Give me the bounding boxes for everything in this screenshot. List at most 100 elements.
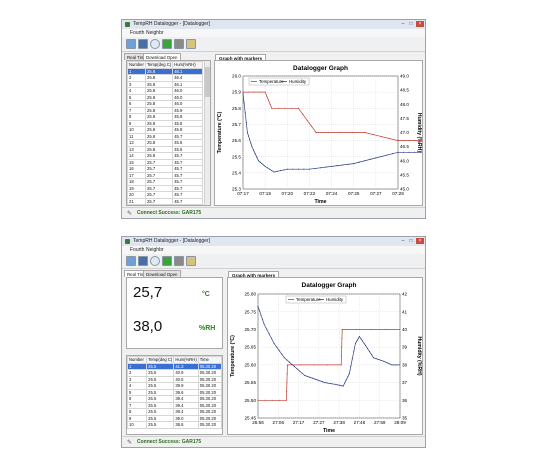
refresh-icon[interactable] (150, 256, 160, 266)
table-row[interactable]: 2 25.8 46.4 (127, 74, 204, 82)
table-row[interactable]: 4 25.8 46.0 (127, 87, 204, 95)
table-cell: 45.9 (172, 106, 204, 114)
data-point-humidity (256, 156, 258, 158)
table-row[interactable]: 1 25.5 41.3 05.30.20 (127, 362, 222, 370)
save-icon[interactable] (138, 256, 148, 266)
column-header[interactable]: Number (127, 356, 148, 364)
table-row[interactable]: 10 25.5 38.6 05.30.20 (127, 421, 222, 429)
data-point-humidity (273, 171, 275, 173)
data-point-humidity (288, 361, 290, 363)
menu-item-fourth[interactable]: Fourth (130, 30, 145, 36)
tab-download-open[interactable]: Download Open (143, 53, 181, 60)
table-cell: 46.1 (172, 67, 204, 75)
data-point-temperature (271, 107, 273, 109)
data-point-humidity (292, 168, 294, 170)
data-point-humidity (259, 161, 261, 163)
maximize-icon[interactable]: □ (409, 21, 413, 27)
tab-download-open[interactable]: Download Open (143, 270, 181, 277)
data-point-temperature (297, 107, 299, 109)
table-row[interactable]: 8 25.5 39.4 05.30.20 (127, 408, 222, 416)
scrollbar-thumb[interactable] (205, 67, 210, 97)
data-point-humidity (342, 385, 344, 387)
settings-icon[interactable] (174, 256, 184, 266)
x-tick-label: 27:17 (293, 420, 305, 425)
window-title: TempRH Datalogger - [Datalogger] (133, 21, 210, 27)
data-point-temperature (311, 125, 313, 127)
data-point-humidity (269, 168, 271, 170)
table-header-row: Number Temp(deg C) Hum(%RH) (127, 61, 204, 69)
table-row[interactable]: 2225.745.7 (127, 204, 204, 205)
column-header[interactable]: Temp(deg C) (146, 356, 175, 364)
column-header[interactable]: Hum(%RH) (173, 356, 199, 364)
data-point-humidity (314, 167, 316, 170)
data-point-humidity (293, 366, 296, 368)
y-right-axis-label: Humidity (%RH) (416, 336, 422, 375)
data-point-temperature (286, 373, 288, 375)
data-point-humidity (299, 370, 301, 372)
column-header[interactable]: Temp(deg C) (144, 61, 174, 69)
connection-status: Connect Success: GAR175 (137, 210, 202, 216)
table-row[interactable]: 3 25.8 46.1 (127, 80, 204, 88)
help-icon[interactable] (186, 39, 196, 49)
minimize-icon[interactable]: – (401, 238, 405, 244)
download-icon[interactable] (162, 39, 172, 49)
y-right-tick-label: 49.0 (400, 74, 409, 79)
table-row[interactable]: 5 25.8 46.0 (127, 93, 204, 101)
help-icon[interactable] (186, 256, 196, 266)
tab-graph-with-markers[interactable]: Graph with markers (228, 271, 280, 278)
minimize-icon[interactable]: – (401, 21, 405, 27)
temperature-unit: °C (202, 291, 210, 298)
data-point-humidity (246, 131, 248, 134)
data-point-humidity (319, 167, 322, 169)
data-point-humidity (356, 339, 358, 341)
table-cell: 25.8 (144, 119, 174, 127)
data-point-humidity (387, 362, 389, 364)
data-point-humidity (351, 358, 353, 360)
close-icon[interactable]: × (416, 238, 424, 244)
data-point-humidity (325, 166, 327, 168)
x-tick-label: 26:56 (252, 420, 264, 425)
tab-graph-with-markers[interactable]: Graph with markers (215, 54, 267, 61)
folder-icon[interactable] (126, 39, 136, 49)
column-header[interactable]: Number (127, 61, 146, 69)
data-point-temperature (264, 399, 266, 401)
table-cell: 46.4 (172, 74, 204, 82)
menu-item-neighbr[interactable]: Neighbr (146, 30, 164, 36)
refresh-icon[interactable] (150, 39, 160, 49)
data-point-humidity (360, 338, 362, 340)
data-point-humidity (347, 376, 349, 378)
data-point-humidity (357, 337, 359, 339)
menu-item-fourth[interactable]: Fourth (130, 247, 145, 253)
table-row[interactable]: 9 25.8 45.8 (127, 119, 204, 127)
table-cell: 25.7 (144, 204, 174, 205)
table-row[interactable]: 7 25.8 45.9 (127, 106, 204, 114)
table-scrollbar[interactable] (204, 61, 210, 205)
close-icon[interactable]: × (416, 21, 424, 27)
table-cell: 46.0 (172, 93, 204, 101)
data-table: Number Temp(deg C) Hum(%RH) 1 25.8 46.1 2 25.8 4… (127, 61, 204, 205)
data-point-temperature (253, 91, 255, 93)
column-header[interactable]: Hum(%RH) (172, 61, 204, 69)
maximize-icon[interactable]: □ (409, 238, 413, 244)
download-icon[interactable] (162, 256, 172, 266)
table-row[interactable]: 1 25.8 46.1 (127, 67, 204, 75)
menu-item-neighbr[interactable]: Neighbr (146, 247, 164, 253)
table-row[interactable]: 6 25.8 46.0 (127, 100, 204, 108)
table-row[interactable]: 8 25.8 45.8 (127, 113, 204, 121)
folder-icon[interactable] (126, 256, 136, 266)
table-row[interactable]: 9 25.5 39.0 05.30.20 (127, 414, 222, 422)
data-point-temperature (313, 364, 315, 366)
data-point-temperature (242, 91, 244, 93)
x-tick-label: 07:19 (259, 191, 271, 196)
table-row[interactable]: 19 25.7 45.7 (127, 184, 204, 192)
toolbar (122, 254, 425, 269)
table-cell: 45.7 (172, 204, 204, 205)
status-bar: ✎ Connect Success: GAR175 (122, 436, 425, 447)
data-point-humidity (276, 346, 278, 348)
data-point-humidity (371, 354, 373, 356)
y-tick-label: 25.50 (245, 398, 257, 403)
table-cell: 25.8 (144, 67, 174, 75)
save-icon[interactable] (138, 39, 148, 49)
data-point-humidity (263, 323, 265, 325)
settings-icon[interactable] (174, 39, 184, 49)
